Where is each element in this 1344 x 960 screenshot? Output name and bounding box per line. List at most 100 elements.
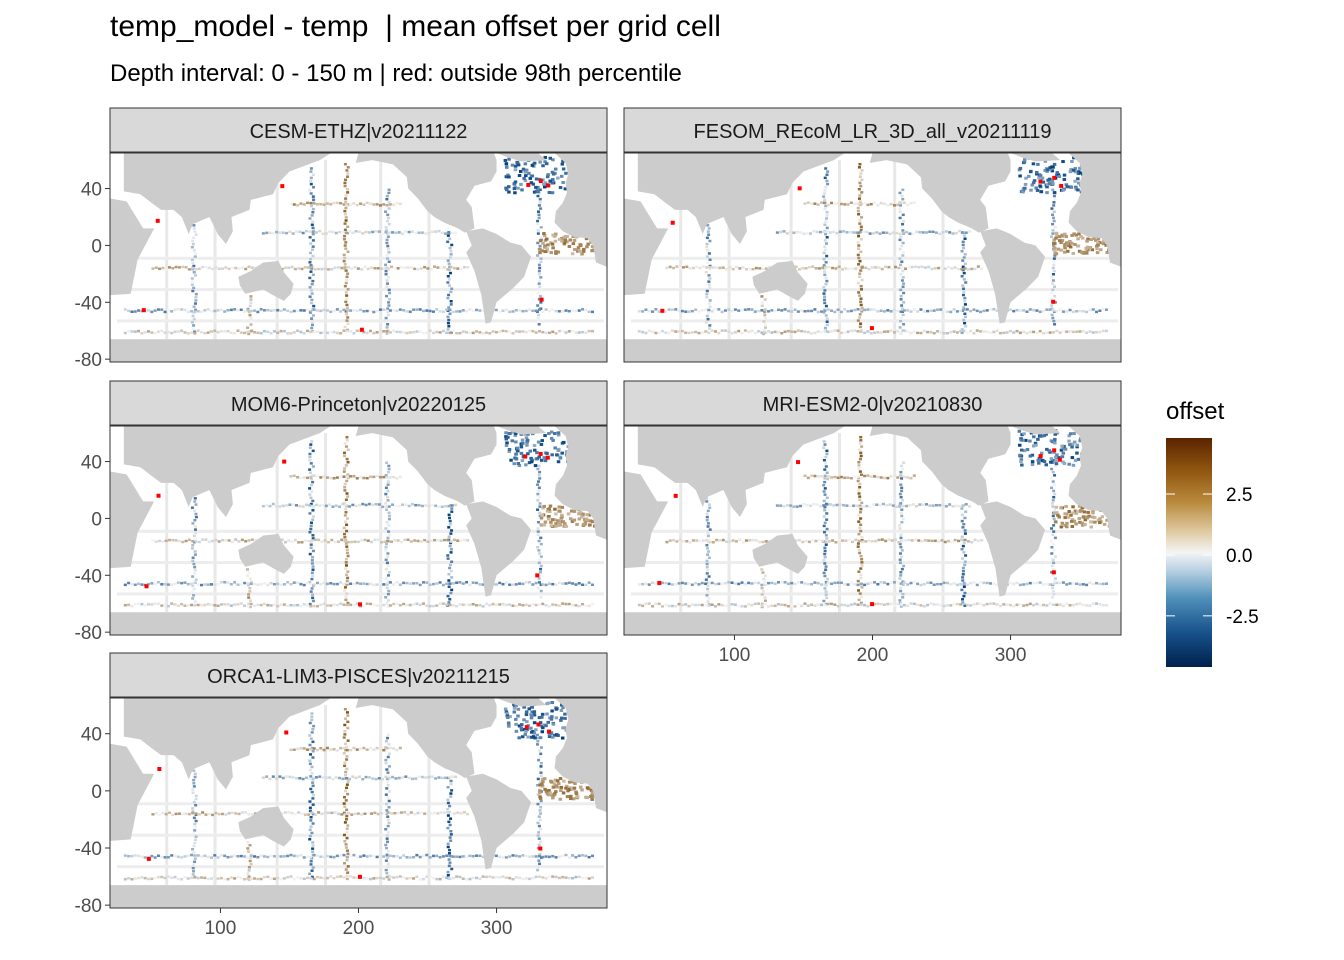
offset-cell	[526, 735, 530, 739]
offset-cell	[349, 203, 353, 206]
offset-cell	[567, 786, 572, 790]
offset-cell	[731, 539, 735, 542]
offset-cell	[345, 836, 349, 840]
offset-cell	[366, 539, 370, 542]
offset-cell	[519, 445, 524, 449]
offset-cell	[449, 795, 453, 798]
offset-cell	[898, 257, 902, 260]
offset-cell	[1051, 567, 1055, 571]
offset-cell	[329, 604, 333, 607]
offset-cell	[824, 462, 828, 465]
offset-cell	[1098, 521, 1102, 525]
offset-cell	[898, 232, 902, 236]
gridline-vertical	[679, 160, 683, 340]
offset-cell	[449, 782, 453, 786]
offset-cell	[484, 875, 488, 879]
offset-cell	[559, 709, 564, 713]
offset-cell	[363, 538, 367, 542]
offset-cell	[325, 746, 329, 750]
offset-cell	[385, 837, 389, 840]
offset-cell	[590, 329, 594, 333]
land-mask	[752, 534, 808, 574]
offset-cell	[504, 435, 508, 439]
offset-cell	[1035, 170, 1039, 174]
offset-cell	[1069, 185, 1074, 189]
offset-cell	[789, 230, 793, 233]
offset-cell	[292, 604, 296, 607]
offset-cell	[455, 875, 459, 878]
offset-cell	[763, 331, 767, 334]
offset-cell	[1047, 449, 1051, 453]
offset-cell	[229, 583, 233, 586]
offset-cell	[409, 266, 413, 269]
offset-cell	[385, 194, 389, 198]
offset-cell	[311, 329, 315, 333]
offset-cell	[352, 876, 356, 879]
offset-cell	[163, 310, 167, 314]
offset-cell	[538, 201, 542, 204]
offset-cell	[1052, 263, 1056, 267]
offset-cell	[367, 231, 371, 234]
offset-cell	[187, 538, 191, 542]
offset-cell	[401, 503, 405, 506]
offset-cell	[944, 230, 948, 233]
offset-cell	[706, 553, 710, 556]
offset-cell	[891, 504, 895, 507]
offset-cell	[847, 267, 851, 271]
offset-cell	[970, 541, 974, 544]
offset-cell	[1034, 443, 1038, 447]
offset-cell	[259, 603, 263, 607]
offset-cell	[796, 581, 800, 584]
offset-cell	[392, 854, 396, 858]
offset-cell	[381, 505, 385, 509]
offset-cell	[345, 783, 349, 786]
offset-cell	[1052, 483, 1056, 486]
offset-cell	[399, 811, 403, 814]
offset-cell	[1019, 458, 1024, 462]
offset-cell	[343, 586, 347, 589]
offset-cell	[279, 583, 283, 587]
offset-cell	[762, 577, 766, 581]
offset-cell	[272, 330, 276, 333]
outlier-cell	[1059, 183, 1064, 188]
offset-cell	[275, 777, 279, 780]
offset-cell	[226, 603, 230, 606]
gridline-vertical	[837, 433, 841, 613]
offset-cell	[587, 329, 591, 333]
offset-cell	[1052, 592, 1056, 596]
offset-cell	[360, 539, 364, 542]
offset-cell	[386, 862, 390, 866]
offset-cell	[331, 505, 335, 508]
offset-cell	[584, 854, 588, 858]
offset-cell	[461, 582, 465, 585]
offset-cell	[536, 530, 540, 533]
offset-cell	[890, 267, 894, 271]
offset-cell	[553, 446, 557, 450]
offset-cell	[859, 511, 863, 514]
offset-cell	[494, 583, 498, 586]
offset-cell	[888, 232, 892, 236]
offset-cell	[304, 503, 308, 507]
offset-cell	[508, 432, 512, 436]
offset-cell	[1053, 432, 1057, 436]
offset-cell	[445, 582, 449, 586]
offset-cell	[310, 265, 314, 269]
offset-cell	[320, 267, 324, 271]
offset-cell	[538, 736, 543, 740]
offset-cell	[417, 775, 421, 779]
offset-cell	[370, 266, 374, 269]
offset-cell	[510, 430, 515, 434]
offset-cell	[331, 230, 335, 234]
offset-cell	[217, 267, 221, 271]
offset-cell	[395, 477, 399, 480]
offset-cell	[581, 249, 586, 253]
offset-cell	[488, 603, 492, 607]
offset-cell	[515, 160, 519, 164]
offset-cell	[186, 582, 190, 586]
offset-cell	[706, 249, 710, 252]
offset-cell	[753, 331, 757, 335]
offset-cell	[860, 216, 864, 219]
offset-cell	[900, 508, 904, 511]
offset-cell	[386, 499, 390, 502]
offset-cell	[1059, 525, 1064, 529]
